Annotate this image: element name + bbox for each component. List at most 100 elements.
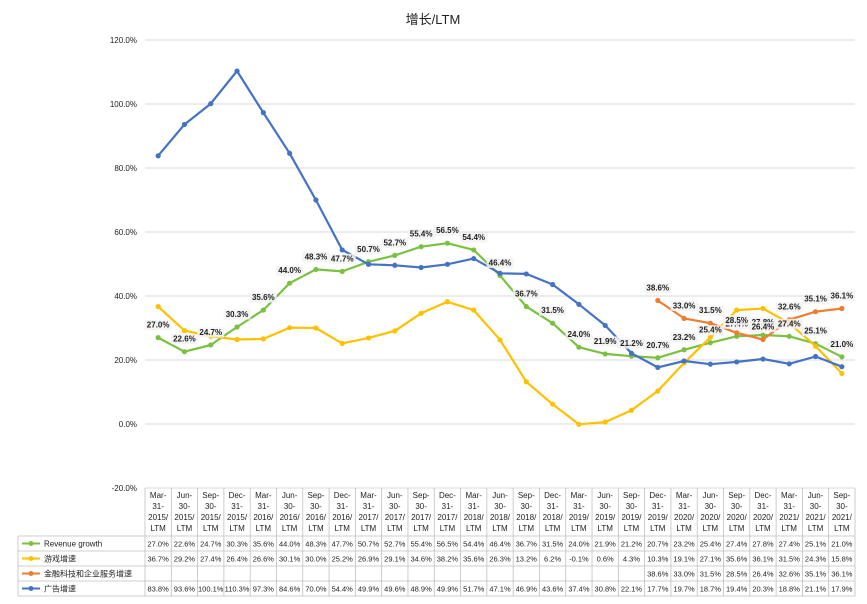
x-tick-line: Jun-	[492, 491, 508, 500]
x-tick-line: 2019/	[569, 513, 590, 522]
x-tick-line: Jun-	[808, 491, 824, 500]
data-point	[365, 261, 372, 267]
x-tick-line: 31-	[258, 502, 270, 511]
x-tick-line: LTM	[150, 524, 166, 533]
x-tick-line: 2017/	[359, 513, 380, 522]
data-point	[760, 305, 766, 312]
data-point	[786, 333, 792, 339]
table-cell: 54.4%	[332, 585, 354, 594]
x-tick-line: LTM	[335, 524, 351, 533]
x-tick-line: Dec-	[334, 491, 351, 500]
table-cell: 84.6%	[279, 585, 301, 594]
y-tick-label: 60.0%	[114, 228, 137, 237]
data-label: 50.7%	[357, 245, 380, 254]
x-tick-line: Jun-	[387, 491, 403, 500]
x-tick-line: LTM	[676, 524, 692, 533]
data-label: 24.7%	[199, 328, 222, 337]
x-tick-line: 30-	[205, 502, 217, 511]
x-tick-line: 31-	[363, 502, 375, 511]
data-point	[313, 325, 319, 331]
data-point	[760, 332, 766, 338]
data-point	[523, 271, 529, 277]
x-tick-line: 2018/	[516, 513, 537, 522]
table-cell: 30.1%	[279, 555, 301, 564]
legend-marker	[28, 541, 34, 546]
x-tick-line: 2019/	[595, 513, 616, 522]
data-label-bg	[802, 294, 830, 305]
x-tick-line: 31-	[231, 502, 243, 511]
data-point	[523, 379, 529, 385]
data-label: 48.3%	[305, 252, 328, 261]
data-point	[576, 344, 582, 350]
x-tick-line: 31-	[757, 502, 769, 511]
data-point	[260, 110, 266, 116]
x-tick-line: Dec-	[544, 491, 561, 500]
x-tick-line: LTM	[519, 524, 535, 533]
table-cell: 21.1%	[805, 585, 827, 594]
data-label: 35.6%	[252, 293, 275, 302]
x-tick-line: 31-	[783, 502, 795, 511]
x-tick-line: 2015/	[201, 513, 222, 522]
table-cell: 18.7%	[700, 585, 722, 594]
table-cell: 20.3%	[752, 585, 774, 594]
data-point	[392, 328, 398, 334]
table-cell: 27.1%	[700, 555, 722, 564]
data-label: 30.3%	[226, 310, 249, 319]
x-tick-line: Mar-	[150, 491, 167, 500]
data-point	[365, 335, 372, 341]
data-point	[523, 303, 529, 310]
x-tick-line: LTM	[256, 524, 272, 533]
table-cell: 51.7%	[463, 585, 485, 594]
data-point	[812, 343, 819, 349]
x-tick-line: 30-	[389, 502, 401, 511]
x-tick-line: LTM	[650, 524, 666, 533]
data-label: 36.7%	[515, 290, 538, 299]
table-cell: 19.1%	[673, 555, 695, 564]
table-cell: 26.3%	[489, 555, 511, 564]
data-label-bg	[355, 244, 383, 255]
table-cell: 83.8%	[148, 585, 170, 594]
data-point	[839, 305, 845, 312]
y-tick-label: 100.0%	[110, 100, 137, 109]
table-cell: 20.7%	[647, 540, 669, 549]
plot-area: 27.0%22.6%24.7% 30.3%35.6% 44.0% 48.3% 47.7%…	[144, 68, 856, 427]
table-cell: 30.0%	[305, 555, 327, 564]
data-point	[418, 244, 424, 250]
x-tick-line: 30-	[731, 502, 743, 511]
x-tick-line: 2018/	[464, 513, 485, 522]
x-tick-line: Dec-	[755, 491, 772, 500]
table-cell: 29.2%	[174, 555, 196, 564]
legend-entry: 广告增速	[44, 584, 76, 594]
data-label: 24.0%	[568, 330, 591, 339]
x-tick-line: Jun-	[703, 491, 719, 500]
x-tick-line: Mar-	[255, 491, 272, 500]
x-tick-line: Sep-	[833, 491, 850, 500]
data-label: 21.0%	[831, 340, 854, 349]
data-label-bg	[723, 315, 751, 326]
data-point	[602, 351, 608, 357]
x-tick-label: Jun- 30- 2016/LTM	[280, 491, 301, 533]
x-tick-label: Dec- 31- 2015/LTM	[227, 491, 248, 533]
data-label: 31.5%	[541, 306, 564, 315]
data-point	[471, 255, 477, 262]
table-cell: 26.4%	[226, 555, 248, 564]
data-label-bg	[591, 336, 619, 347]
data-point	[287, 280, 293, 286]
x-tick-line: LTM	[755, 524, 771, 533]
table-cell: 21.2%	[621, 540, 643, 549]
data-label: 32.6%	[778, 303, 801, 312]
table-cell: 26.9%	[358, 555, 380, 564]
table-cell: 21.0%	[831, 540, 853, 549]
x-tick-line: 30-	[179, 502, 191, 511]
data-label: 38.6%	[646, 283, 669, 292]
x-tick-label: Mar- 31- 2016/LTM	[253, 491, 274, 533]
table-cell: 43.6%	[542, 585, 564, 594]
table-cell: 0.6%	[597, 555, 614, 564]
data-label-bg	[144, 320, 172, 331]
table-cell: 18.8%	[779, 585, 801, 594]
data-label: 27.0%	[147, 321, 170, 330]
x-tick-line: 30-	[310, 502, 322, 511]
x-tick-label: Mar- 31- 2020/LTM	[674, 491, 695, 533]
x-tick-label: Sep- 30- 2018/LTM	[516, 491, 537, 533]
table-cell: 35.6%	[253, 540, 275, 549]
